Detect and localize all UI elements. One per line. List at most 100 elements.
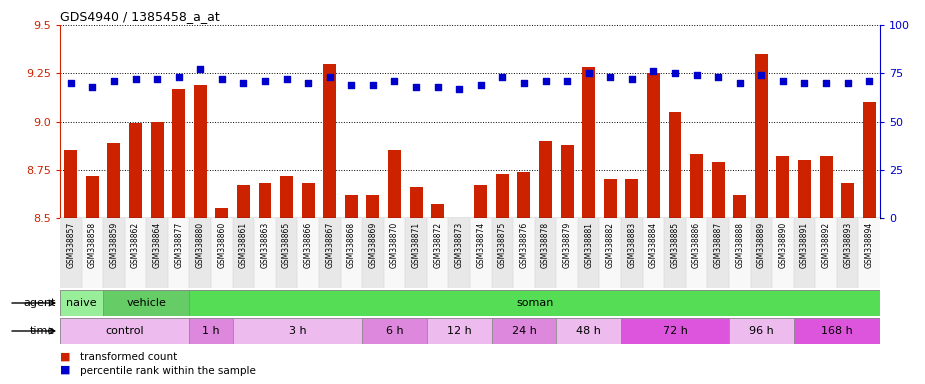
Point [150,76,165,82]
Bar [513,218,535,288]
Bar [599,218,621,288]
Text: GSM338870: GSM338870 [390,222,399,268]
Text: GSM338878: GSM338878 [541,222,550,268]
Text: GSM338880: GSM338880 [196,222,204,268]
Point [797,80,812,86]
Bar [60,290,104,316]
Bar [794,318,880,344]
Text: ■: ■ [60,365,70,375]
Point [862,78,877,84]
Bar [708,218,729,288]
Point [322,74,337,80]
Text: ■: ■ [60,352,70,362]
Text: vehicle: vehicle [127,298,166,308]
Point [516,80,531,86]
Text: soman: soman [516,298,553,308]
Bar [125,218,146,288]
Text: GSM338876: GSM338876 [520,222,528,268]
Text: GSM338861: GSM338861 [239,222,248,268]
Point [430,84,445,90]
Point [106,78,121,84]
Text: GSM338889: GSM338889 [757,222,766,268]
Bar [561,145,574,218]
Text: 1 h: 1 h [203,326,220,336]
Point [689,72,704,78]
Bar [582,68,595,218]
Bar [107,143,120,218]
Bar [475,185,487,218]
Point [474,82,488,88]
Point [775,78,790,84]
Point [710,74,725,80]
Bar [190,290,880,316]
Text: GSM338869: GSM338869 [368,222,377,268]
Bar [449,218,470,288]
Text: GSM338886: GSM338886 [692,222,701,268]
Bar [216,209,228,218]
Bar [258,183,271,218]
Point [365,82,380,88]
Text: GDS4940 / 1385458_a_at: GDS4940 / 1385458_a_at [60,10,220,23]
Text: GSM338884: GSM338884 [649,222,658,268]
Bar [81,218,104,288]
Point [581,70,596,76]
Text: GSM338877: GSM338877 [174,222,183,268]
Text: 48 h: 48 h [576,326,601,336]
Point [193,66,208,73]
Bar [669,112,682,218]
Bar [362,218,384,288]
Text: GSM338858: GSM338858 [88,222,97,268]
Text: GSM338859: GSM338859 [109,222,118,268]
Bar [491,318,556,344]
Bar [431,205,444,218]
Text: GSM338888: GSM338888 [735,222,745,268]
Text: 24 h: 24 h [512,326,536,336]
Text: GSM338887: GSM338887 [714,222,722,268]
Bar [104,290,190,316]
Bar [621,218,643,288]
Text: GSM338882: GSM338882 [606,222,615,268]
Point [733,80,747,86]
Bar [711,162,724,218]
Bar [647,73,660,218]
Bar [104,218,125,288]
Bar [772,218,794,288]
Text: 12 h: 12 h [447,326,472,336]
Text: 96 h: 96 h [749,326,773,336]
Bar [820,156,832,218]
Point [85,84,100,90]
Bar [194,85,206,218]
Text: GSM338894: GSM338894 [865,222,874,268]
Text: 168 h: 168 h [821,326,853,336]
Bar [794,218,815,288]
Bar [280,175,293,218]
Text: GSM338879: GSM338879 [562,222,572,268]
Bar [232,218,254,288]
Bar [578,218,599,288]
Bar [863,102,876,218]
Text: GSM338866: GSM338866 [303,222,313,268]
Bar [211,218,232,288]
Point [64,80,79,86]
Bar [815,218,837,288]
Text: GSM338891: GSM338891 [800,222,809,268]
Text: GSM338873: GSM338873 [455,222,463,268]
Text: percentile rank within the sample: percentile rank within the sample [80,366,256,376]
Bar [685,218,708,288]
Point [279,76,294,82]
Bar [517,172,530,218]
Bar [470,218,491,288]
Point [840,80,855,86]
Text: GSM338865: GSM338865 [282,222,291,268]
Bar [151,121,164,218]
Bar [410,187,423,218]
Bar [388,151,401,218]
Bar [776,156,789,218]
Bar [729,218,750,288]
Bar [426,218,449,288]
Text: GSM338890: GSM338890 [779,222,787,268]
Text: control: control [105,326,144,336]
Bar [755,54,768,218]
Point [668,70,683,76]
Point [344,82,359,88]
